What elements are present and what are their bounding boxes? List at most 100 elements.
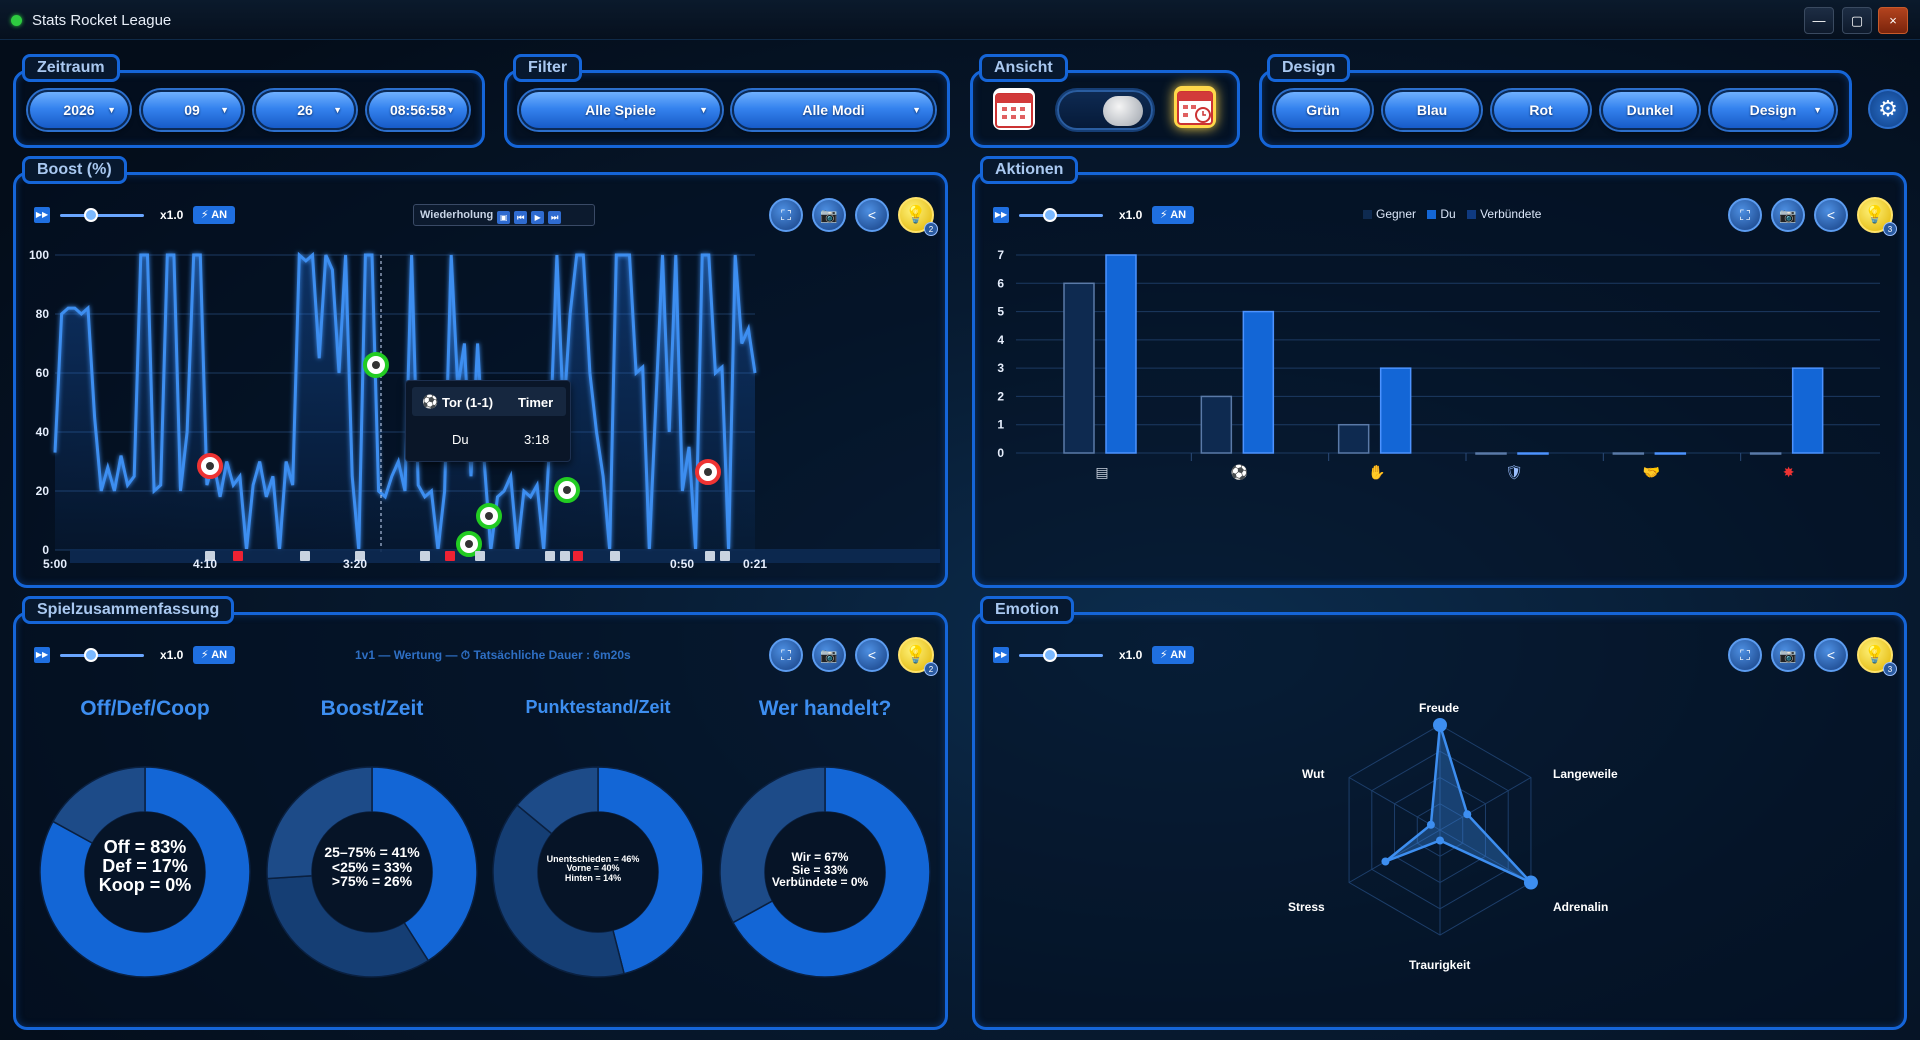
share-button[interactable]: < <box>1814 198 1848 232</box>
bulb-icon[interactable]: 💡 2 <box>898 197 938 236</box>
chevron-down-icon: ▼ <box>912 105 921 115</box>
month-select[interactable]: 09 ▼ <box>141 90 243 130</box>
bulb-icon[interactable]: 💡 3 <box>1857 637 1897 676</box>
day-select[interactable]: 26 ▼ <box>254 90 356 130</box>
donut-line: 25–75% = 41% <box>324 844 420 860</box>
bulb-badge: 3 <box>1883 222 1897 236</box>
design-blau-button[interactable]: Blau <box>1383 90 1481 130</box>
share-button[interactable]: < <box>855 198 889 232</box>
maximize-button[interactable]: ▢ <box>1842 7 1872 34</box>
replay-play-icon[interactable]: ▶ <box>531 211 545 224</box>
tooltip-cell-1: Du <box>452 432 469 447</box>
auto-toggle[interactable]: ⚡ AN <box>193 646 235 664</box>
speed-slider[interactable] <box>60 214 144 217</box>
camera-button[interactable]: 📷 <box>1771 198 1805 232</box>
tooltip-cell-2: 3:18 <box>524 432 550 447</box>
playback-icon[interactable]: ▶▶ <box>993 207 1009 223</box>
time-select[interactable]: 08:56:58 ▼ <box>367 90 469 130</box>
bulb-icon[interactable]: 💡 3 <box>1857 197 1897 236</box>
chevron-down-icon: ▼ <box>1813 105 1822 115</box>
replay-forward-icon[interactable]: ⏭ <box>548 211 562 224</box>
fit-view-button[interactable]: ⛶ <box>769 638 803 672</box>
camera-button[interactable]: 📷 <box>1771 638 1805 672</box>
radar-point-adrenalin <box>1523 875 1538 890</box>
donut-line: Hinten = 14% <box>564 872 622 883</box>
speed-label: x1.0 <box>160 208 184 222</box>
auto-toggle[interactable]: ⚡ AN <box>193 206 235 224</box>
camera-button[interactable]: 📷 <box>812 638 846 672</box>
playback-icon[interactable]: ▶▶ <box>34 207 50 223</box>
replay-film-icon[interactable]: ▣ <box>497 211 511 224</box>
speed-slider[interactable] <box>1019 654 1103 657</box>
aktionen-title: Aktionen <box>980 156 1079 184</box>
donut-charts <box>39 766 931 978</box>
speed-slider[interactable] <box>60 654 144 657</box>
tooltip-header-1: Tor (1-1) <box>442 395 494 410</box>
share-button[interactable]: < <box>1814 638 1848 672</box>
emotion-radar-chart[interactable] <box>1330 700 1550 960</box>
speed-slider-thumb[interactable] <box>84 648 98 662</box>
action-abwehr-icon: 🛡 <box>1505 464 1523 480</box>
calendar-icon[interactable] <box>993 88 1035 130</box>
donut-hole <box>765 812 885 932</box>
speed-slider-thumb[interactable] <box>1043 208 1057 222</box>
y-tick-label: 60 <box>36 366 50 380</box>
timeline-event-icon <box>475 551 485 561</box>
modes-select[interactable]: Alle Modi ▼ <box>732 90 935 130</box>
time-value: 08:56:58 <box>389 102 447 118</box>
fit-view-button[interactable]: ⛶ <box>1728 198 1762 232</box>
auto-toggle[interactable]: ⚡ AN <box>1152 206 1194 224</box>
ball-icon <box>485 512 493 520</box>
ball-icon <box>563 486 571 494</box>
bulb-glyph: 💡 <box>905 645 927 664</box>
y-tick-label: 2 <box>997 389 1004 403</box>
radar-point-wut <box>1426 820 1435 829</box>
chevron-down-icon: ▼ <box>333 105 342 115</box>
close-button[interactable]: × <box>1878 7 1908 34</box>
calendar-clock-icon[interactable] <box>1174 86 1216 128</box>
modes-value: Alle Modi <box>802 102 865 118</box>
design-select-value: Design <box>1749 102 1797 118</box>
action-assist-icon: 🤝 <box>1643 464 1660 480</box>
design-gruen-button[interactable]: Grün <box>1274 90 1372 130</box>
speed-label: x1.0 <box>1119 208 1143 222</box>
donut-hole <box>85 812 205 932</box>
timeline-event-icon <box>300 551 310 561</box>
bulb-icon[interactable]: 💡 2 <box>898 637 938 676</box>
settings-gear-icon[interactable]: ⚙ <box>1868 89 1908 129</box>
action-angriff-icon: ▤ <box>1095 464 1108 480</box>
replay-rewind-icon[interactable]: ⏮ <box>514 211 528 224</box>
fit-view-button[interactable]: ⛶ <box>769 198 803 232</box>
auto-toggle[interactable]: ⚡ AN <box>1152 646 1194 664</box>
view-toggle[interactable] <box>1057 90 1153 130</box>
chevron-down-icon: ▼ <box>107 105 116 115</box>
design-rot-button[interactable]: Rot <box>1492 90 1590 130</box>
speed-slider-thumb[interactable] <box>84 208 98 222</box>
zeitraum-title: Zeitraum <box>22 54 120 82</box>
playback-icon[interactable]: ▶▶ <box>34 647 50 663</box>
camera-button[interactable]: 📷 <box>812 198 846 232</box>
timeline-event-icon <box>233 551 243 561</box>
games-value: Alle Spiele <box>585 102 656 118</box>
design-select[interactable]: Design ▼ <box>1710 90 1836 130</box>
design-title: Design <box>1267 54 1351 82</box>
radar-label-traurigkeit: Traurigkeit <box>1409 958 1471 972</box>
share-button[interactable]: < <box>855 638 889 672</box>
speed-slider-thumb[interactable] <box>1043 648 1057 662</box>
speed-slider[interactable] <box>1019 214 1103 217</box>
aktionen-bar-chart[interactable]: 7 6 5 4 3 2 1 0 ▤ ⚽ ✋ 🛡 🤝 ✸ <box>980 238 1900 578</box>
minimize-button[interactable]: — <box>1804 7 1834 34</box>
x-tick-label: 4:10 <box>193 557 217 571</box>
fit-view-button[interactable]: ⛶ <box>1728 638 1762 672</box>
boost-playback-controls: ▶▶ x1.0 ⚡ AN <box>34 203 250 227</box>
year-select[interactable]: 2026 ▼ <box>28 90 130 130</box>
games-select[interactable]: Alle Spiele ▼ <box>519 90 722 130</box>
design-dunkel-button[interactable]: Dunkel <box>1601 90 1699 130</box>
y-tick-label: 7 <box>997 248 1004 262</box>
timeline-event-icon <box>420 551 430 561</box>
boost-line-chart[interactable]: 100 80 60 40 20 0 5:00 4:10 3:20 0:50 0:21 <box>20 238 940 578</box>
donut-line: Off = 83% <box>103 837 187 857</box>
filter-title: Filter <box>513 54 583 82</box>
radar-label-stress: Stress <box>1288 900 1325 914</box>
playback-icon[interactable]: ▶▶ <box>993 647 1009 663</box>
